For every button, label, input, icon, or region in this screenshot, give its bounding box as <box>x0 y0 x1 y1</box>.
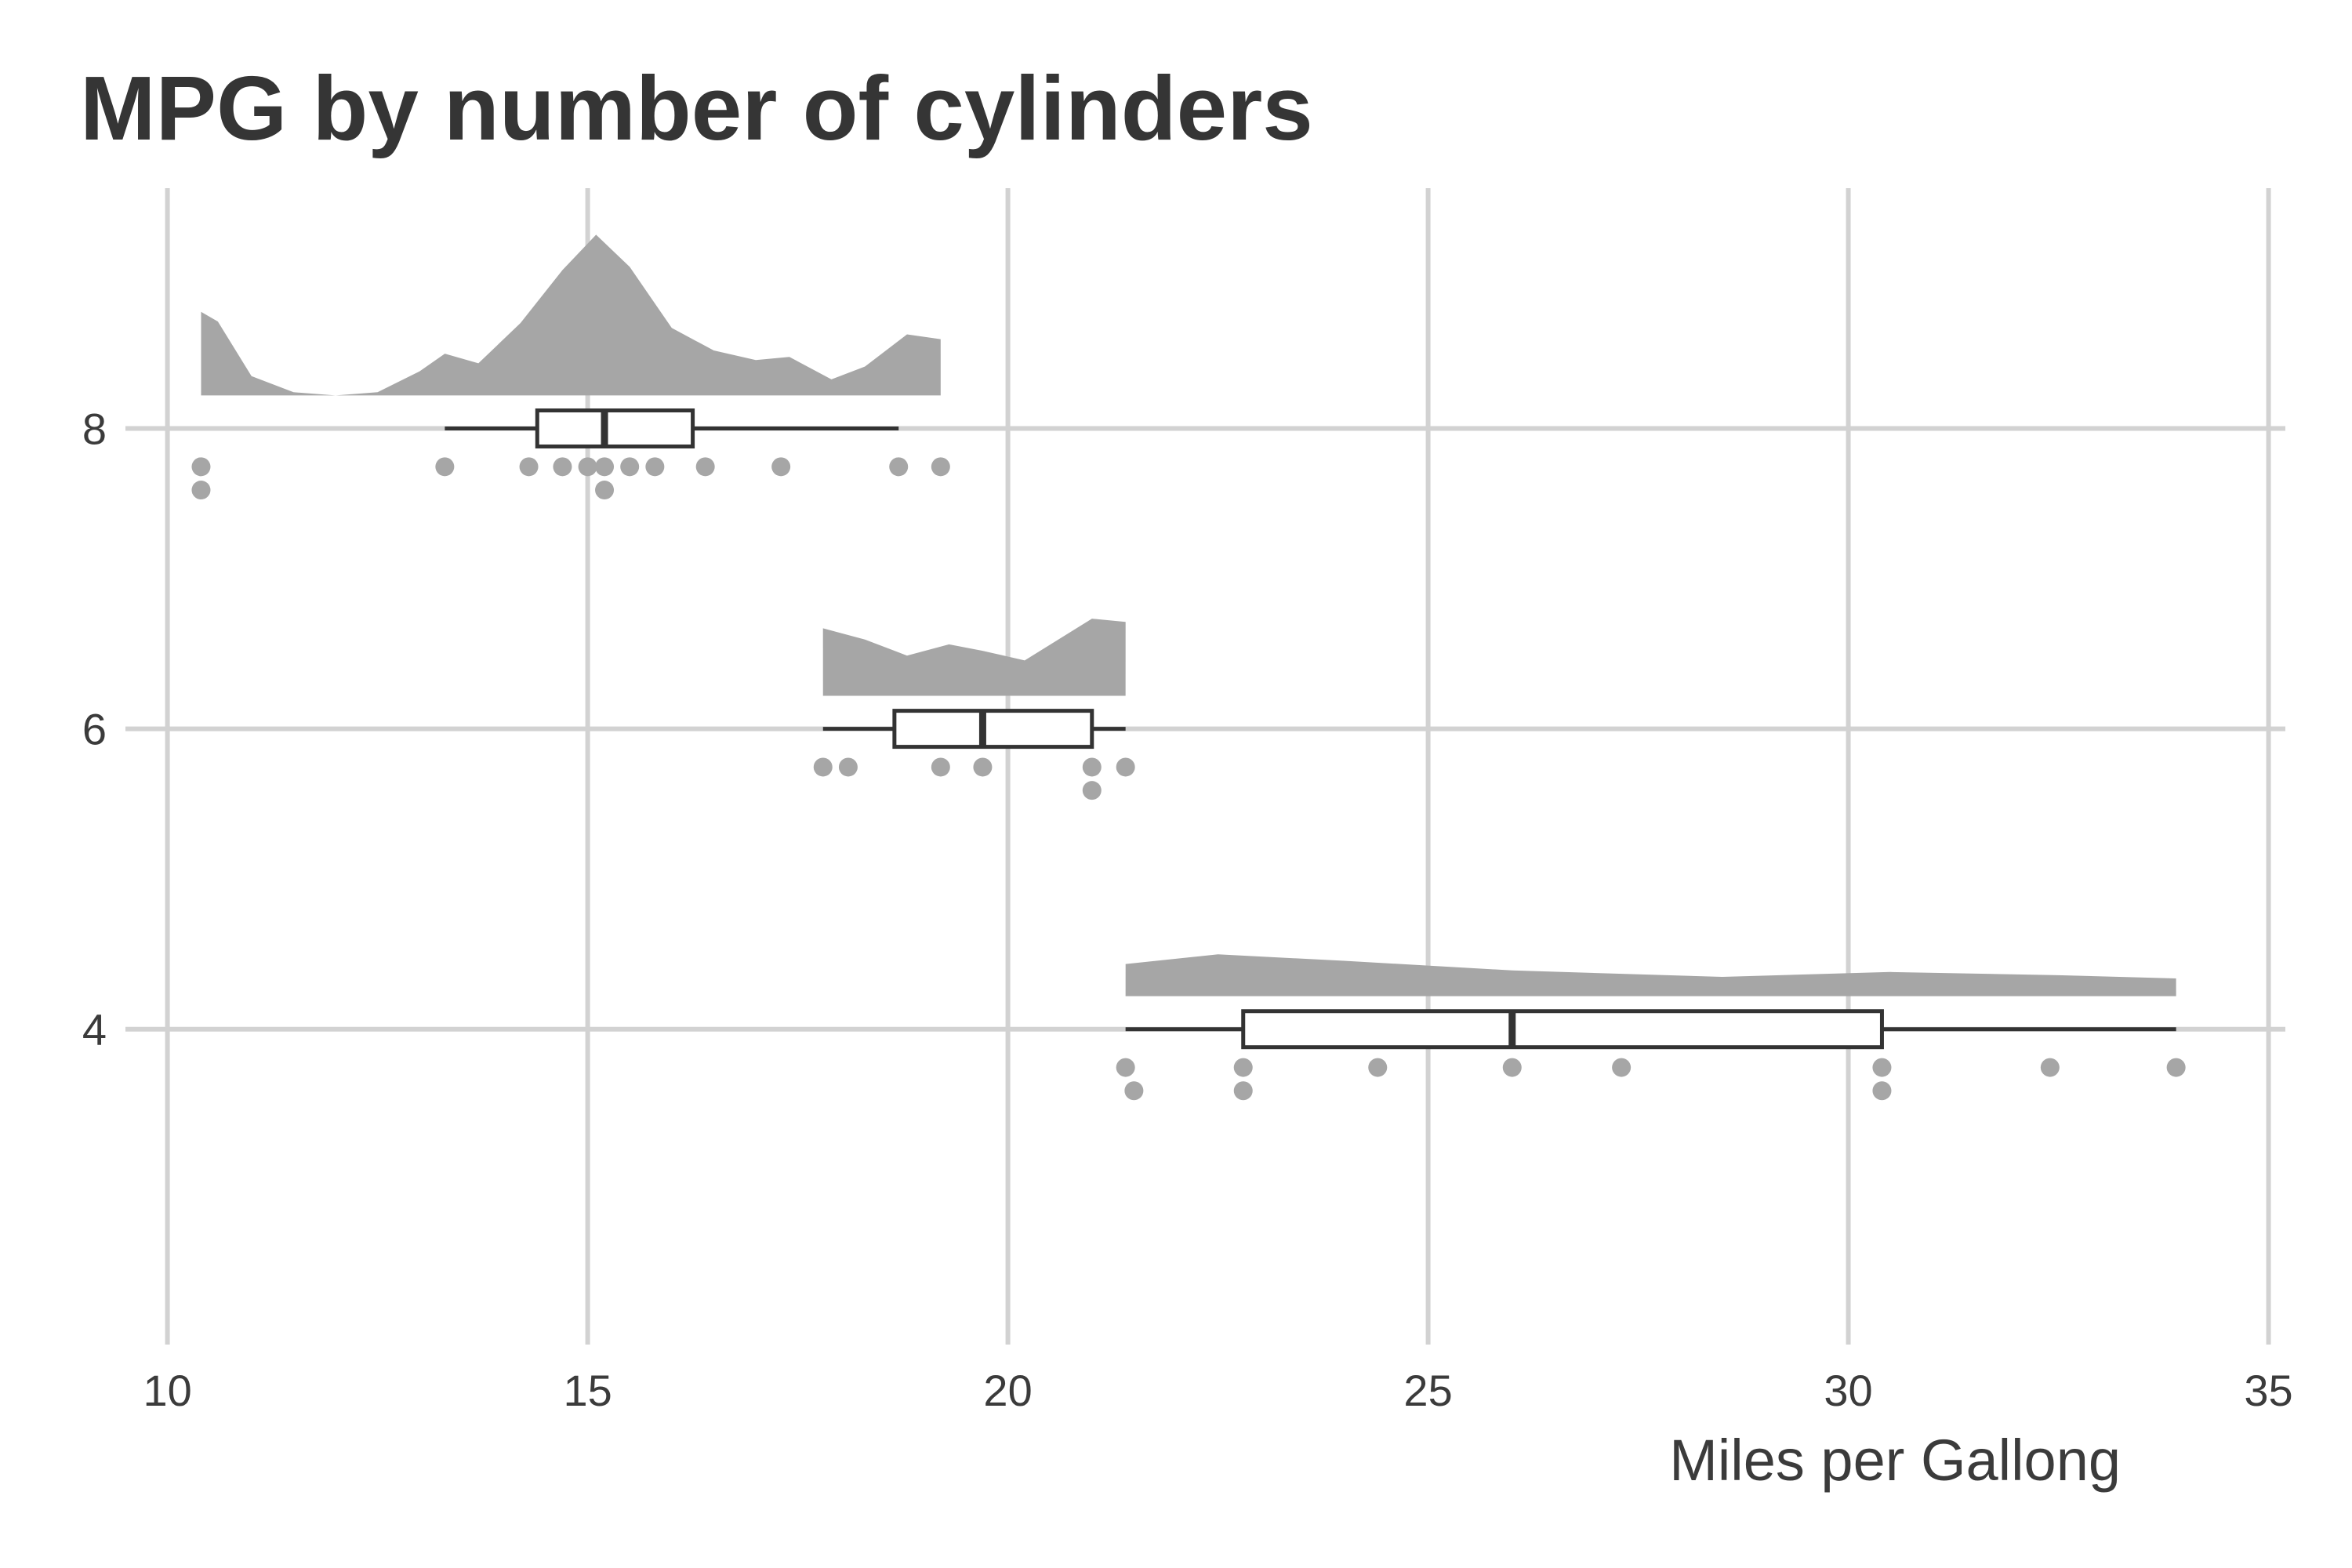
data-point-cyl-8 <box>595 457 615 477</box>
points-layer <box>191 457 2186 1101</box>
data-point-cyl-6 <box>813 757 833 777</box>
data-point-cyl-4 <box>1124 1081 1144 1101</box>
box-cyl-4 <box>1241 1009 1884 1050</box>
data-point-cyl-8 <box>191 481 211 500</box>
data-point-cyl-4 <box>1612 1058 1632 1077</box>
data-point-cyl-4 <box>1233 1081 1253 1101</box>
boxplot-layer <box>445 408 2176 1050</box>
data-point-cyl-8 <box>519 457 539 477</box>
data-point-cyl-4 <box>1872 1058 1892 1077</box>
data-point-cyl-6 <box>1082 757 1102 777</box>
data-point-cyl-8 <box>695 457 715 477</box>
data-point-cyl-8 <box>435 457 455 477</box>
data-point-cyl-8 <box>595 481 615 500</box>
density-cyl-4 <box>1125 954 2176 996</box>
data-point-cyl-6 <box>1116 757 1135 777</box>
data-point-cyl-8 <box>645 457 665 477</box>
data-point-cyl-8 <box>771 457 791 477</box>
box-cyl-8 <box>535 408 695 448</box>
data-point-cyl-6 <box>838 757 858 777</box>
data-point-cyl-4 <box>1502 1058 1522 1077</box>
x-tick-label-25: 25 <box>1403 1366 1452 1415</box>
data-point-cyl-4 <box>1368 1058 1388 1077</box>
data-point-cyl-4 <box>2166 1058 2186 1077</box>
data-point-cyl-8 <box>191 457 211 477</box>
data-point-cyl-8 <box>578 457 597 477</box>
chart-title: MPG by number of cylinders <box>80 57 1313 159</box>
data-point-cyl-6 <box>1082 781 1102 800</box>
density-cyl-6 <box>822 619 1126 696</box>
y-tick-label-6: 6 <box>82 705 107 754</box>
x-tick-label-20: 20 <box>983 1366 1032 1415</box>
data-point-cyl-8 <box>889 457 909 477</box>
tick-labels: 10 15 20 25 30 35 4 6 8 <box>82 404 2293 1415</box>
data-point-cyl-4 <box>1116 1058 1135 1077</box>
data-point-cyl-4 <box>1872 1081 1892 1101</box>
box-cyl-6 <box>892 709 1094 750</box>
x-tick-label-30: 30 <box>1824 1366 1872 1415</box>
data-point-cyl-6 <box>973 757 993 777</box>
x-tick-label-35: 35 <box>2244 1366 2292 1415</box>
y-tick-label-4: 4 <box>82 1005 107 1054</box>
data-point-cyl-6 <box>931 757 950 777</box>
x-tick-label-15: 15 <box>563 1366 612 1415</box>
density-layer <box>201 234 2176 996</box>
data-point-cyl-4 <box>2040 1058 2060 1077</box>
data-point-cyl-4 <box>1233 1058 1253 1077</box>
y-tick-label-8: 8 <box>82 404 107 453</box>
x-tick-label-10: 10 <box>143 1366 191 1415</box>
data-point-cyl-8 <box>620 457 640 477</box>
data-point-cyl-8 <box>931 457 950 477</box>
x-axis-label: Miles per Gallong <box>1669 1428 2121 1493</box>
data-point-cyl-8 <box>553 457 572 477</box>
density-cyl-8 <box>201 234 941 396</box>
